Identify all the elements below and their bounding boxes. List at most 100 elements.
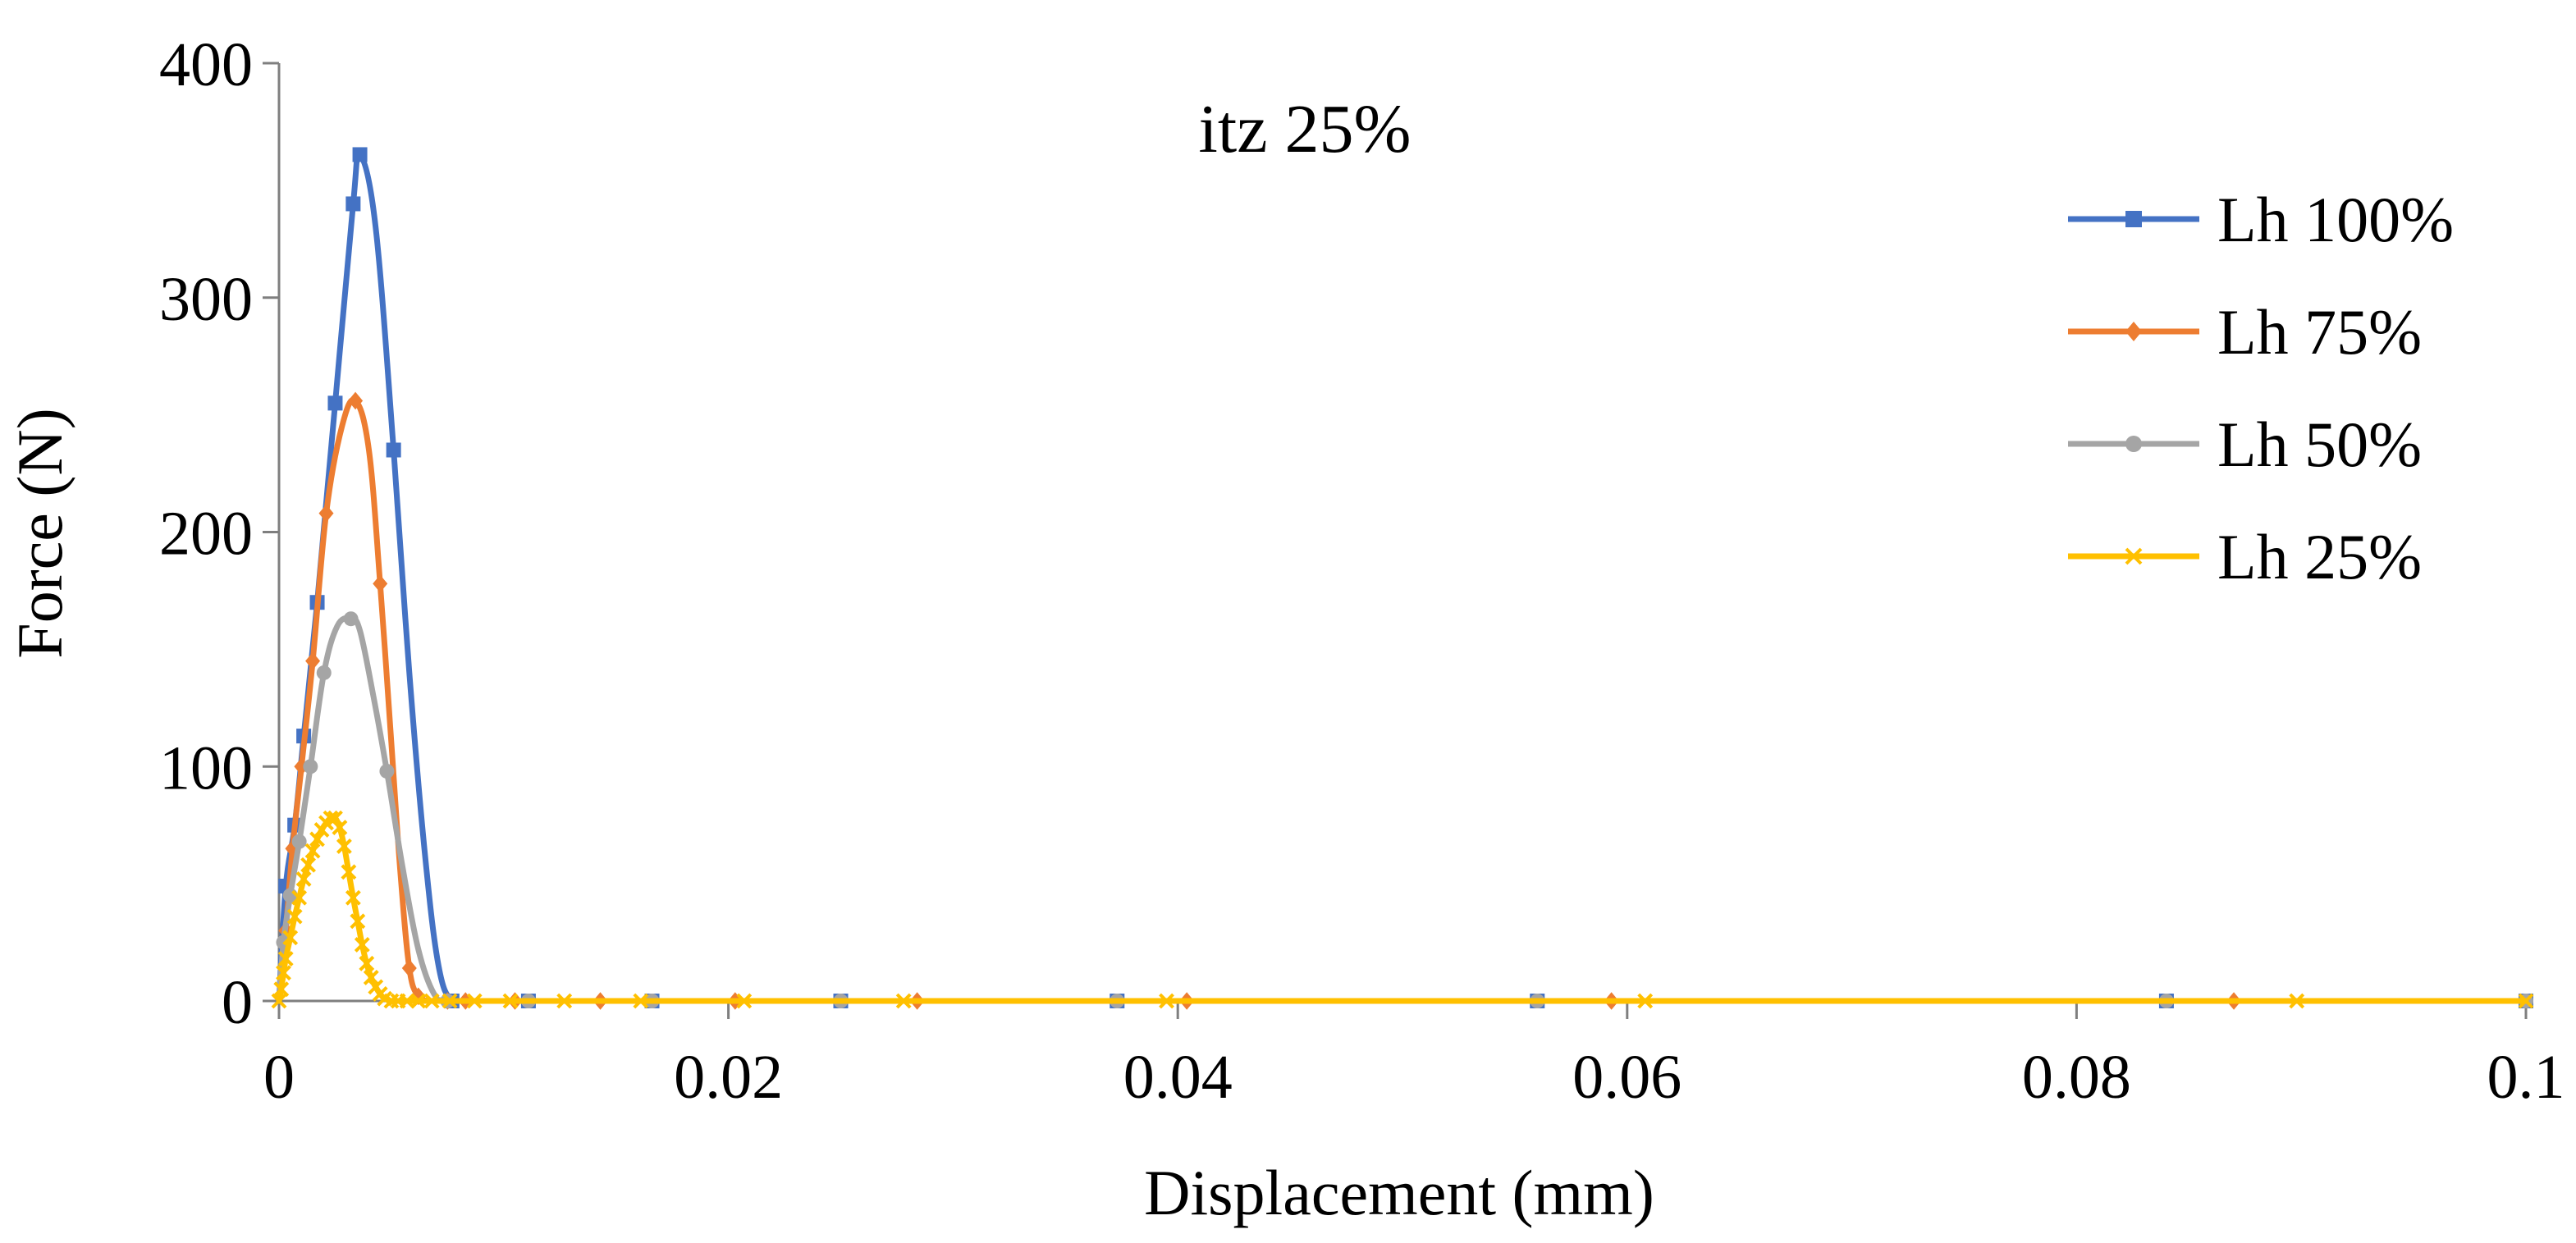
- series-lh-50-: [276, 611, 2533, 1008]
- series-line: [276, 150, 2529, 1004]
- x-tick-label: 0.02: [674, 1043, 783, 1112]
- data-point-stroke: [410, 993, 427, 1009]
- data-point: [294, 757, 309, 776]
- data-point: [2125, 547, 2143, 565]
- data-point: [303, 759, 318, 775]
- data-point: [466, 993, 483, 1009]
- data-point: [309, 831, 325, 848]
- data-point-stroke: [345, 889, 361, 906]
- x-tick-label: 0.1: [2487, 1043, 2565, 1112]
- legend-label: Lh 100%: [2217, 184, 2454, 255]
- data-point: [1159, 993, 1174, 1009]
- data-point-stroke: [363, 970, 379, 985]
- data-point-stroke: [277, 951, 294, 967]
- legend-item: Lh 75%: [2068, 296, 2422, 368]
- legend-item: Lh 100%: [2068, 184, 2454, 255]
- data-point: [2125, 322, 2142, 341]
- data-point-stroke: [282, 930, 299, 946]
- data-point: [363, 970, 379, 985]
- data-point: [2125, 211, 2142, 227]
- data-point-stroke: [323, 810, 339, 826]
- data-point-stroke: [295, 871, 312, 887]
- data-point-stroke: [276, 965, 291, 981]
- x-tick-label: 0.08: [2022, 1043, 2131, 1112]
- data-point-stroke: [300, 857, 317, 873]
- legend-item: Lh 50%: [2068, 409, 2422, 480]
- data-point-stroke: [1637, 993, 1654, 1009]
- data-point-stroke: [423, 993, 440, 1009]
- data-point-stroke: [633, 993, 649, 1009]
- data-point: [291, 889, 308, 906]
- axes: 0 100 200 300 400 0 0.02 0.04 0.06 0.08 0.1: [159, 30, 2565, 1112]
- x-tick-label: 0: [263, 1043, 295, 1112]
- data-point: [556, 993, 573, 1009]
- y-tick-label: 300: [159, 265, 253, 334]
- data-point-stroke: [377, 990, 393, 1007]
- data-point: [895, 993, 912, 1009]
- data-point: [304, 843, 321, 859]
- legend: Lh 100% Lh 75% Lh 50% Lh 25%: [2068, 184, 2454, 592]
- y-tick-label: 200: [159, 500, 253, 569]
- data-point: [313, 821, 330, 838]
- legend-item: Lh 25%: [2068, 521, 2422, 592]
- data-point: [316, 665, 332, 680]
- labels-layer: itz 25% Displacement (mm) Force (N): [4, 91, 1654, 1228]
- data-point-stroke: [286, 908, 303, 925]
- data-point-stroke: [271, 993, 287, 1009]
- data-point: [343, 611, 359, 627]
- data-point-stroke: [1159, 993, 1174, 1009]
- data-point: [502, 993, 519, 1009]
- data-point: [359, 955, 375, 971]
- data-point-stroke: [273, 981, 290, 998]
- data-point: [386, 442, 401, 458]
- data-point: [736, 993, 753, 1009]
- y-tick-label: 400: [159, 30, 253, 99]
- data-point: [295, 871, 312, 887]
- data-point-stroke: [332, 820, 348, 835]
- data-point: [291, 834, 307, 849]
- data-point: [286, 908, 303, 925]
- data-point: [2289, 993, 2305, 1009]
- data-point: [2125, 436, 2142, 452]
- data-point: [300, 857, 317, 873]
- data-point: [345, 196, 361, 212]
- data-point-stroke: [304, 843, 321, 859]
- series-line: [276, 814, 2529, 1004]
- data-point: [277, 951, 294, 967]
- data-point: [336, 838, 352, 854]
- data-point: [348, 391, 364, 410]
- data-point-stroke: [327, 810, 343, 826]
- data-point: [633, 993, 649, 1009]
- data-point: [354, 937, 370, 953]
- data-point: [271, 993, 287, 1009]
- data-point-stroke: [736, 993, 753, 1009]
- data-point: [327, 810, 343, 826]
- data-point-stroke: [350, 913, 366, 930]
- data-point: [2518, 993, 2534, 1009]
- legend-label: Lh 50%: [2217, 409, 2422, 480]
- data-point-stroke: [336, 838, 352, 854]
- data-point-stroke: [895, 993, 912, 1009]
- data-point: [332, 820, 348, 835]
- data-point-stroke: [313, 821, 330, 838]
- data-point: [423, 993, 440, 1009]
- data-point-stroke: [442, 993, 458, 1009]
- data-point: [273, 981, 290, 998]
- data-point: [368, 979, 384, 995]
- legend-label: Lh 75%: [2217, 296, 2422, 368]
- legend-label: Lh 25%: [2217, 521, 2422, 592]
- data-point: [318, 504, 334, 523]
- data-point: [352, 147, 368, 162]
- data-point-stroke: [2125, 547, 2143, 565]
- data-point: [350, 913, 366, 930]
- data-point-stroke: [399, 993, 415, 1009]
- data-point-stroke: [368, 979, 384, 995]
- series-line: [276, 615, 2529, 1004]
- y-tick-label: 0: [222, 968, 253, 1037]
- data-point: [399, 993, 415, 1009]
- series-lh-75-: [276, 391, 2529, 1010]
- series-lh-25-: [271, 810, 2534, 1009]
- x-tick-label: 0.06: [1572, 1043, 1681, 1112]
